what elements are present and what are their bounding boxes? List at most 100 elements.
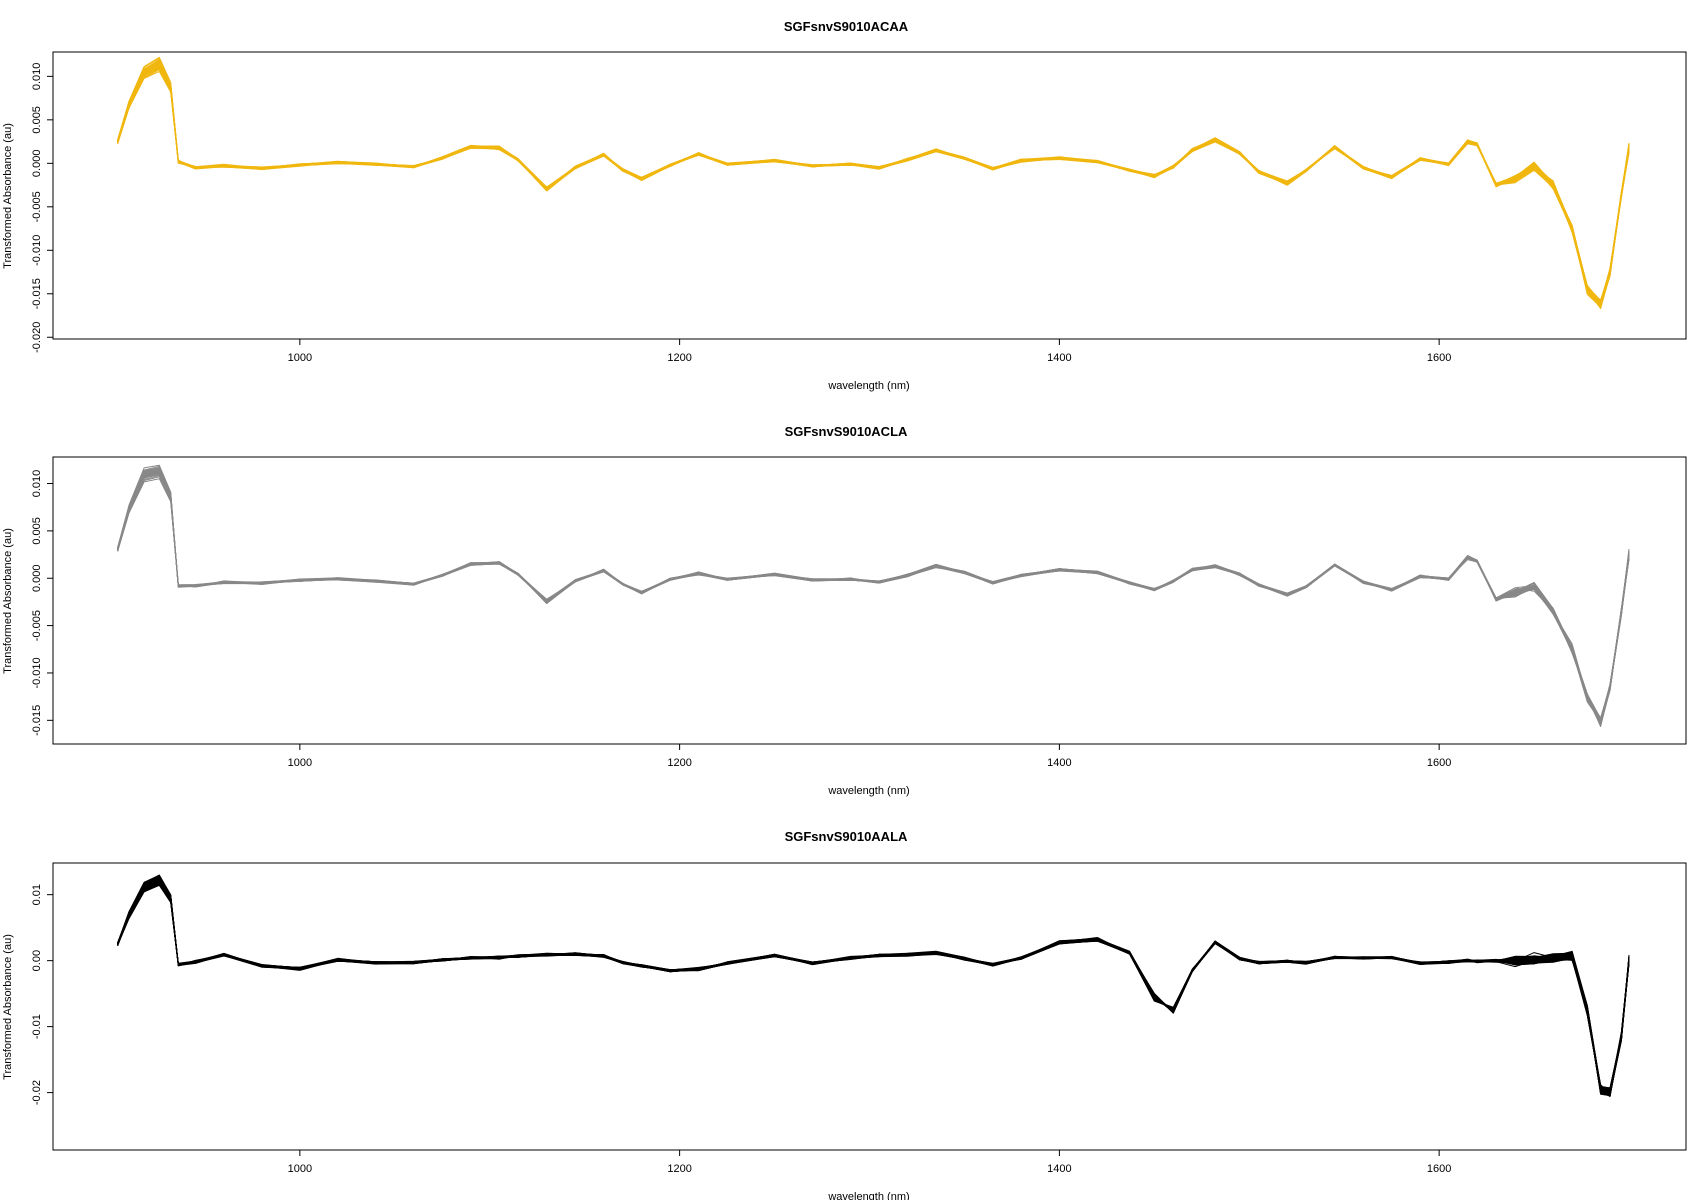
spectrum-line <box>117 874 1630 1096</box>
spectrum-line <box>117 61 1630 308</box>
x-tick-label: 1200 <box>667 1163 691 1175</box>
spectrum-line <box>117 470 1630 727</box>
x-tick-label: 1600 <box>1427 352 1451 364</box>
spectrum-line <box>117 62 1630 309</box>
x-tick-label: 1000 <box>288 757 312 769</box>
spectrum-line <box>117 472 1630 722</box>
spectrum-line <box>117 59 1630 306</box>
spectrum-line <box>117 875 1630 1093</box>
spectrum-line <box>117 879 1630 1095</box>
spectrum-line <box>117 470 1630 724</box>
spectrum-line <box>117 879 1630 1097</box>
spectrum-line <box>117 882 1630 1092</box>
spectrum-line <box>117 877 1630 1098</box>
spectrum-line <box>117 880 1630 1097</box>
spectrum-line <box>117 877 1630 1094</box>
spectrum-line <box>117 63 1630 307</box>
spectrum-line <box>117 469 1630 725</box>
spectrum-line <box>117 879 1630 1092</box>
y-axis-label: Transformed Absorbance (au) <box>2 934 14 1080</box>
x-tick-label: 1000 <box>288 1163 312 1175</box>
spectrum-line <box>117 877 1630 1095</box>
y-axis: -0.015 -0.010 -0.005 0.000 0.005 0.010 <box>31 470 53 736</box>
spectrum-line <box>117 60 1630 308</box>
spectrum-line <box>117 881 1630 1092</box>
spectrum-line <box>117 62 1630 306</box>
spectrum-line <box>117 881 1630 1095</box>
spectrum-line <box>117 881 1630 1091</box>
y-tick-label: -0.005 <box>31 191 43 222</box>
spectrum-line <box>117 63 1630 309</box>
spectrum-line <box>117 65 1630 304</box>
spectrum-line <box>117 880 1630 1094</box>
spectrum-line <box>117 64 1630 303</box>
panel-sgfsnvs9010acaa: SGFsnvS9010ACAA 1000 1200 1400 1600 -0.020-… <box>2 19 1687 392</box>
spectrum-line <box>117 881 1630 1095</box>
spectrum-line <box>117 878 1630 1095</box>
spectrum-line <box>117 61 1630 306</box>
spectrum-line <box>117 468 1630 722</box>
spectrum-line <box>117 64 1630 304</box>
spectrum-line <box>117 878 1630 1095</box>
y-tick-label: 0.005 <box>31 106 43 134</box>
spectrum-line <box>117 884 1630 1092</box>
spectrum-line <box>117 67 1630 305</box>
spectrum-line <box>117 881 1630 1095</box>
spectrum-line <box>117 883 1630 1093</box>
spectrum-line <box>117 876 1630 1096</box>
plot-title: SGFsnvS9010AALA <box>785 829 908 844</box>
plot-title: SGFsnvS9010ACLA <box>785 424 908 439</box>
y-axis-label: Transformed Absorbance (au) <box>2 528 14 674</box>
y-tick-label: 0.010 <box>31 470 43 498</box>
panel-sgfsnvs9010aala: SGFsnvS9010AALA 1000 1200 1400 1600 -0.02-0… <box>2 829 1687 1200</box>
spectrum-line <box>117 63 1630 309</box>
spectrum-line <box>117 63 1630 303</box>
x-axis-label: wavelength (nm) <box>827 785 909 797</box>
spectrum-line <box>117 879 1630 1095</box>
spectrum-line <box>117 879 1630 1095</box>
y-tick-label: -0.010 <box>31 235 43 266</box>
spectrum-line <box>117 60 1630 307</box>
x-tick-label: 1200 <box>667 352 691 364</box>
spectrum-line <box>117 884 1630 1092</box>
plot-title: SGFsnvS9010ACAA <box>784 19 909 34</box>
spectrum-line <box>117 876 1630 1095</box>
spectrum-line <box>117 473 1630 725</box>
spectrum-line <box>117 63 1630 304</box>
spectrum-line <box>117 471 1630 725</box>
spectrum-line <box>117 472 1630 723</box>
y-axis: -0.020 -0.015 -0.010 -0.005 0.000 0.005 0.010 <box>31 63 53 353</box>
spectrum-line <box>117 70 1630 301</box>
spectrum-line <box>117 59 1630 308</box>
spectrum-line <box>117 471 1630 723</box>
spectrum-line <box>117 881 1630 1097</box>
spectrum-line <box>117 884 1630 1089</box>
spectrum-line <box>117 877 1630 1096</box>
spectra-curves <box>117 874 1630 1098</box>
spectrum-line <box>117 69 1630 303</box>
spectrum-line <box>117 63 1630 307</box>
spectrum-line <box>117 881 1630 1095</box>
spectrum-line <box>117 60 1630 303</box>
spectrum-line <box>117 63 1630 306</box>
spectrum-line <box>117 60 1630 306</box>
spectrum-line <box>117 62 1630 309</box>
spectrum-line <box>117 879 1630 1091</box>
panel-sgfsnvs9010acla: SGFsnvS9010ACLA 1000 1200 1400 1600 -0.015-… <box>2 424 1687 797</box>
spectrum-line <box>117 66 1630 302</box>
spectrum-line <box>117 879 1630 1095</box>
spectrum-line <box>117 883 1630 1090</box>
y-tick-label: -0.01 <box>31 1014 43 1039</box>
y-tick-label: 0.010 <box>31 63 43 91</box>
y-tick-label: -0.015 <box>31 705 43 736</box>
spectrum-line <box>117 469 1630 725</box>
spectrum-line <box>117 62 1630 307</box>
spectrum-line <box>117 474 1630 720</box>
spectrum-line <box>117 464 1630 727</box>
spectrum-line <box>117 467 1630 725</box>
plot-box <box>52 862 1687 1151</box>
plot-box <box>52 51 1687 340</box>
spectrum-line <box>117 884 1630 1093</box>
spectrum-line <box>117 878 1630 1093</box>
